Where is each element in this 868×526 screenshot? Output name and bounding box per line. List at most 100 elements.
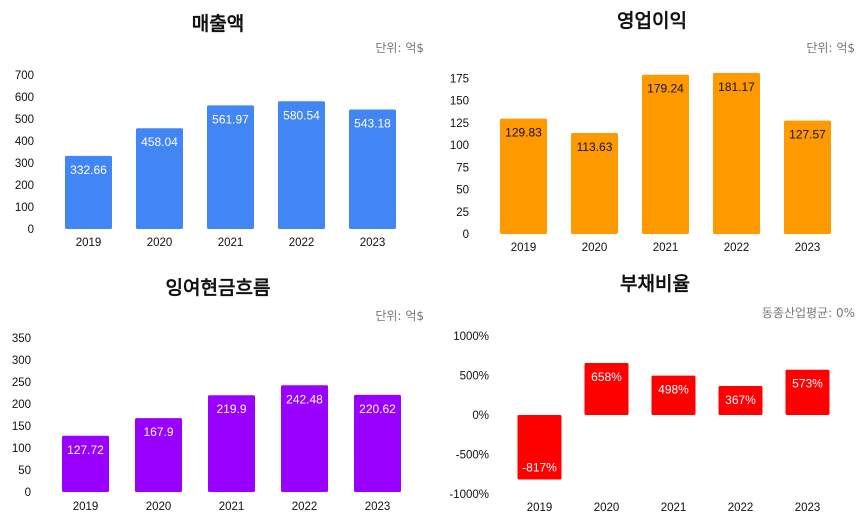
x-tick-label: 2021 xyxy=(218,237,244,249)
bar xyxy=(208,395,255,492)
data-label: -817% xyxy=(522,461,557,475)
y-tick-label: 600 xyxy=(15,92,34,104)
y-tick-label: 500% xyxy=(460,371,489,383)
y-tick-label: 150 xyxy=(450,96,469,108)
y-tick-label: 300 xyxy=(15,158,34,170)
bar xyxy=(713,73,760,234)
bar xyxy=(207,105,254,229)
bar xyxy=(349,109,396,229)
y-tick-label: 200 xyxy=(15,180,34,192)
data-label: 113.63 xyxy=(577,140,613,154)
bar xyxy=(65,155,112,229)
y-tick-label: 100 xyxy=(15,202,34,214)
data-label: 573% xyxy=(792,377,823,391)
x-tick-label: 2023 xyxy=(795,242,821,254)
bar xyxy=(62,435,109,492)
data-label: 127.57 xyxy=(789,128,826,142)
y-tick-label: 125 xyxy=(450,118,469,130)
data-label: 332.66 xyxy=(70,163,107,177)
x-tick-label: 2021 xyxy=(219,501,245,513)
data-label: 179.24 xyxy=(647,82,684,96)
bar xyxy=(500,118,547,234)
data-label: 458.04 xyxy=(141,135,178,149)
y-tick-label: 300 xyxy=(12,355,31,367)
x-tick-label: 2020 xyxy=(146,501,172,513)
x-tick-label: 2023 xyxy=(795,502,821,514)
x-tick-label: 2019 xyxy=(511,242,537,254)
y-tick-label: 0 xyxy=(28,224,34,236)
bar xyxy=(135,418,182,492)
data-label: 220.62 xyxy=(359,402,396,416)
data-label: 181.17 xyxy=(718,80,755,94)
unit-note: 단위: 억$ xyxy=(375,309,424,323)
data-label: 367% xyxy=(725,393,756,407)
y-tick-label: 100 xyxy=(450,140,469,152)
bar xyxy=(584,363,629,415)
bar xyxy=(278,101,325,229)
x-tick-label: 2020 xyxy=(147,237,173,249)
x-tick-label: 2022 xyxy=(724,242,750,254)
data-label: 658% xyxy=(591,370,622,384)
y-tick-label: 400 xyxy=(15,136,34,148)
data-label: 242.48 xyxy=(286,392,323,406)
y-tick-label: 0% xyxy=(472,410,489,422)
x-tick-label: 2019 xyxy=(76,237,102,249)
y-tick-label: 500 xyxy=(15,114,34,126)
x-tick-label: 2022 xyxy=(292,501,318,513)
y-tick-label: 200 xyxy=(12,399,31,411)
y-tick-label: 100 xyxy=(12,443,31,455)
unit-note: 단위: 억$ xyxy=(375,41,424,55)
x-tick-label: 2023 xyxy=(365,501,391,513)
x-tick-label: 2021 xyxy=(661,502,687,514)
y-tick-label: 175 xyxy=(450,73,469,85)
x-tick-label: 2021 xyxy=(653,242,679,254)
data-label: 127.72 xyxy=(67,443,104,457)
data-label: 580.54 xyxy=(283,108,320,122)
data-label: 498% xyxy=(658,383,689,397)
y-tick-label: 350 xyxy=(12,333,31,345)
x-tick-label: 2020 xyxy=(582,242,608,254)
y-tick-label: 50 xyxy=(456,185,469,197)
data-label: 167.9 xyxy=(143,425,173,439)
chart-title: 잉여현금흐름 xyxy=(166,277,271,299)
data-label: 219.9 xyxy=(216,402,246,416)
y-tick-label: 250 xyxy=(12,377,31,389)
x-tick-label: 2019 xyxy=(73,501,99,513)
y-tick-label: -500% xyxy=(456,450,489,462)
x-tick-label: 2022 xyxy=(289,237,315,249)
x-tick-label: 2020 xyxy=(594,502,620,514)
y-tick-label: 150 xyxy=(12,421,31,433)
bar xyxy=(136,128,183,229)
bar xyxy=(651,375,696,415)
y-tick-label: 700 xyxy=(15,70,34,82)
data-label: 561.97 xyxy=(212,112,249,126)
bar xyxy=(517,415,562,480)
y-tick-label: 75 xyxy=(456,162,469,174)
y-tick-label: 0 xyxy=(25,487,31,499)
y-tick-label: 0 xyxy=(463,229,469,241)
chart-title: 매출액 xyxy=(192,13,244,35)
unit-note: 단위: 억$ xyxy=(806,41,855,55)
bar xyxy=(571,133,618,234)
bar xyxy=(281,385,328,492)
bar xyxy=(354,394,401,492)
x-tick-label: 2022 xyxy=(728,502,754,514)
data-label: 129.83 xyxy=(505,126,542,140)
y-tick-label: 1000% xyxy=(453,331,489,343)
chart-title: 영업이익 xyxy=(617,10,687,32)
unit-note: 동종산업평균: 0% xyxy=(762,306,855,320)
chart-title: 부채비율 xyxy=(620,273,690,295)
bar xyxy=(784,120,831,234)
y-tick-label: 25 xyxy=(456,207,469,219)
x-tick-label: 2023 xyxy=(360,237,386,249)
bar xyxy=(718,386,763,415)
data-label: 543.18 xyxy=(354,117,391,131)
bar xyxy=(785,369,830,415)
x-tick-label: 2019 xyxy=(527,502,553,514)
y-tick-label: 50 xyxy=(18,465,31,477)
